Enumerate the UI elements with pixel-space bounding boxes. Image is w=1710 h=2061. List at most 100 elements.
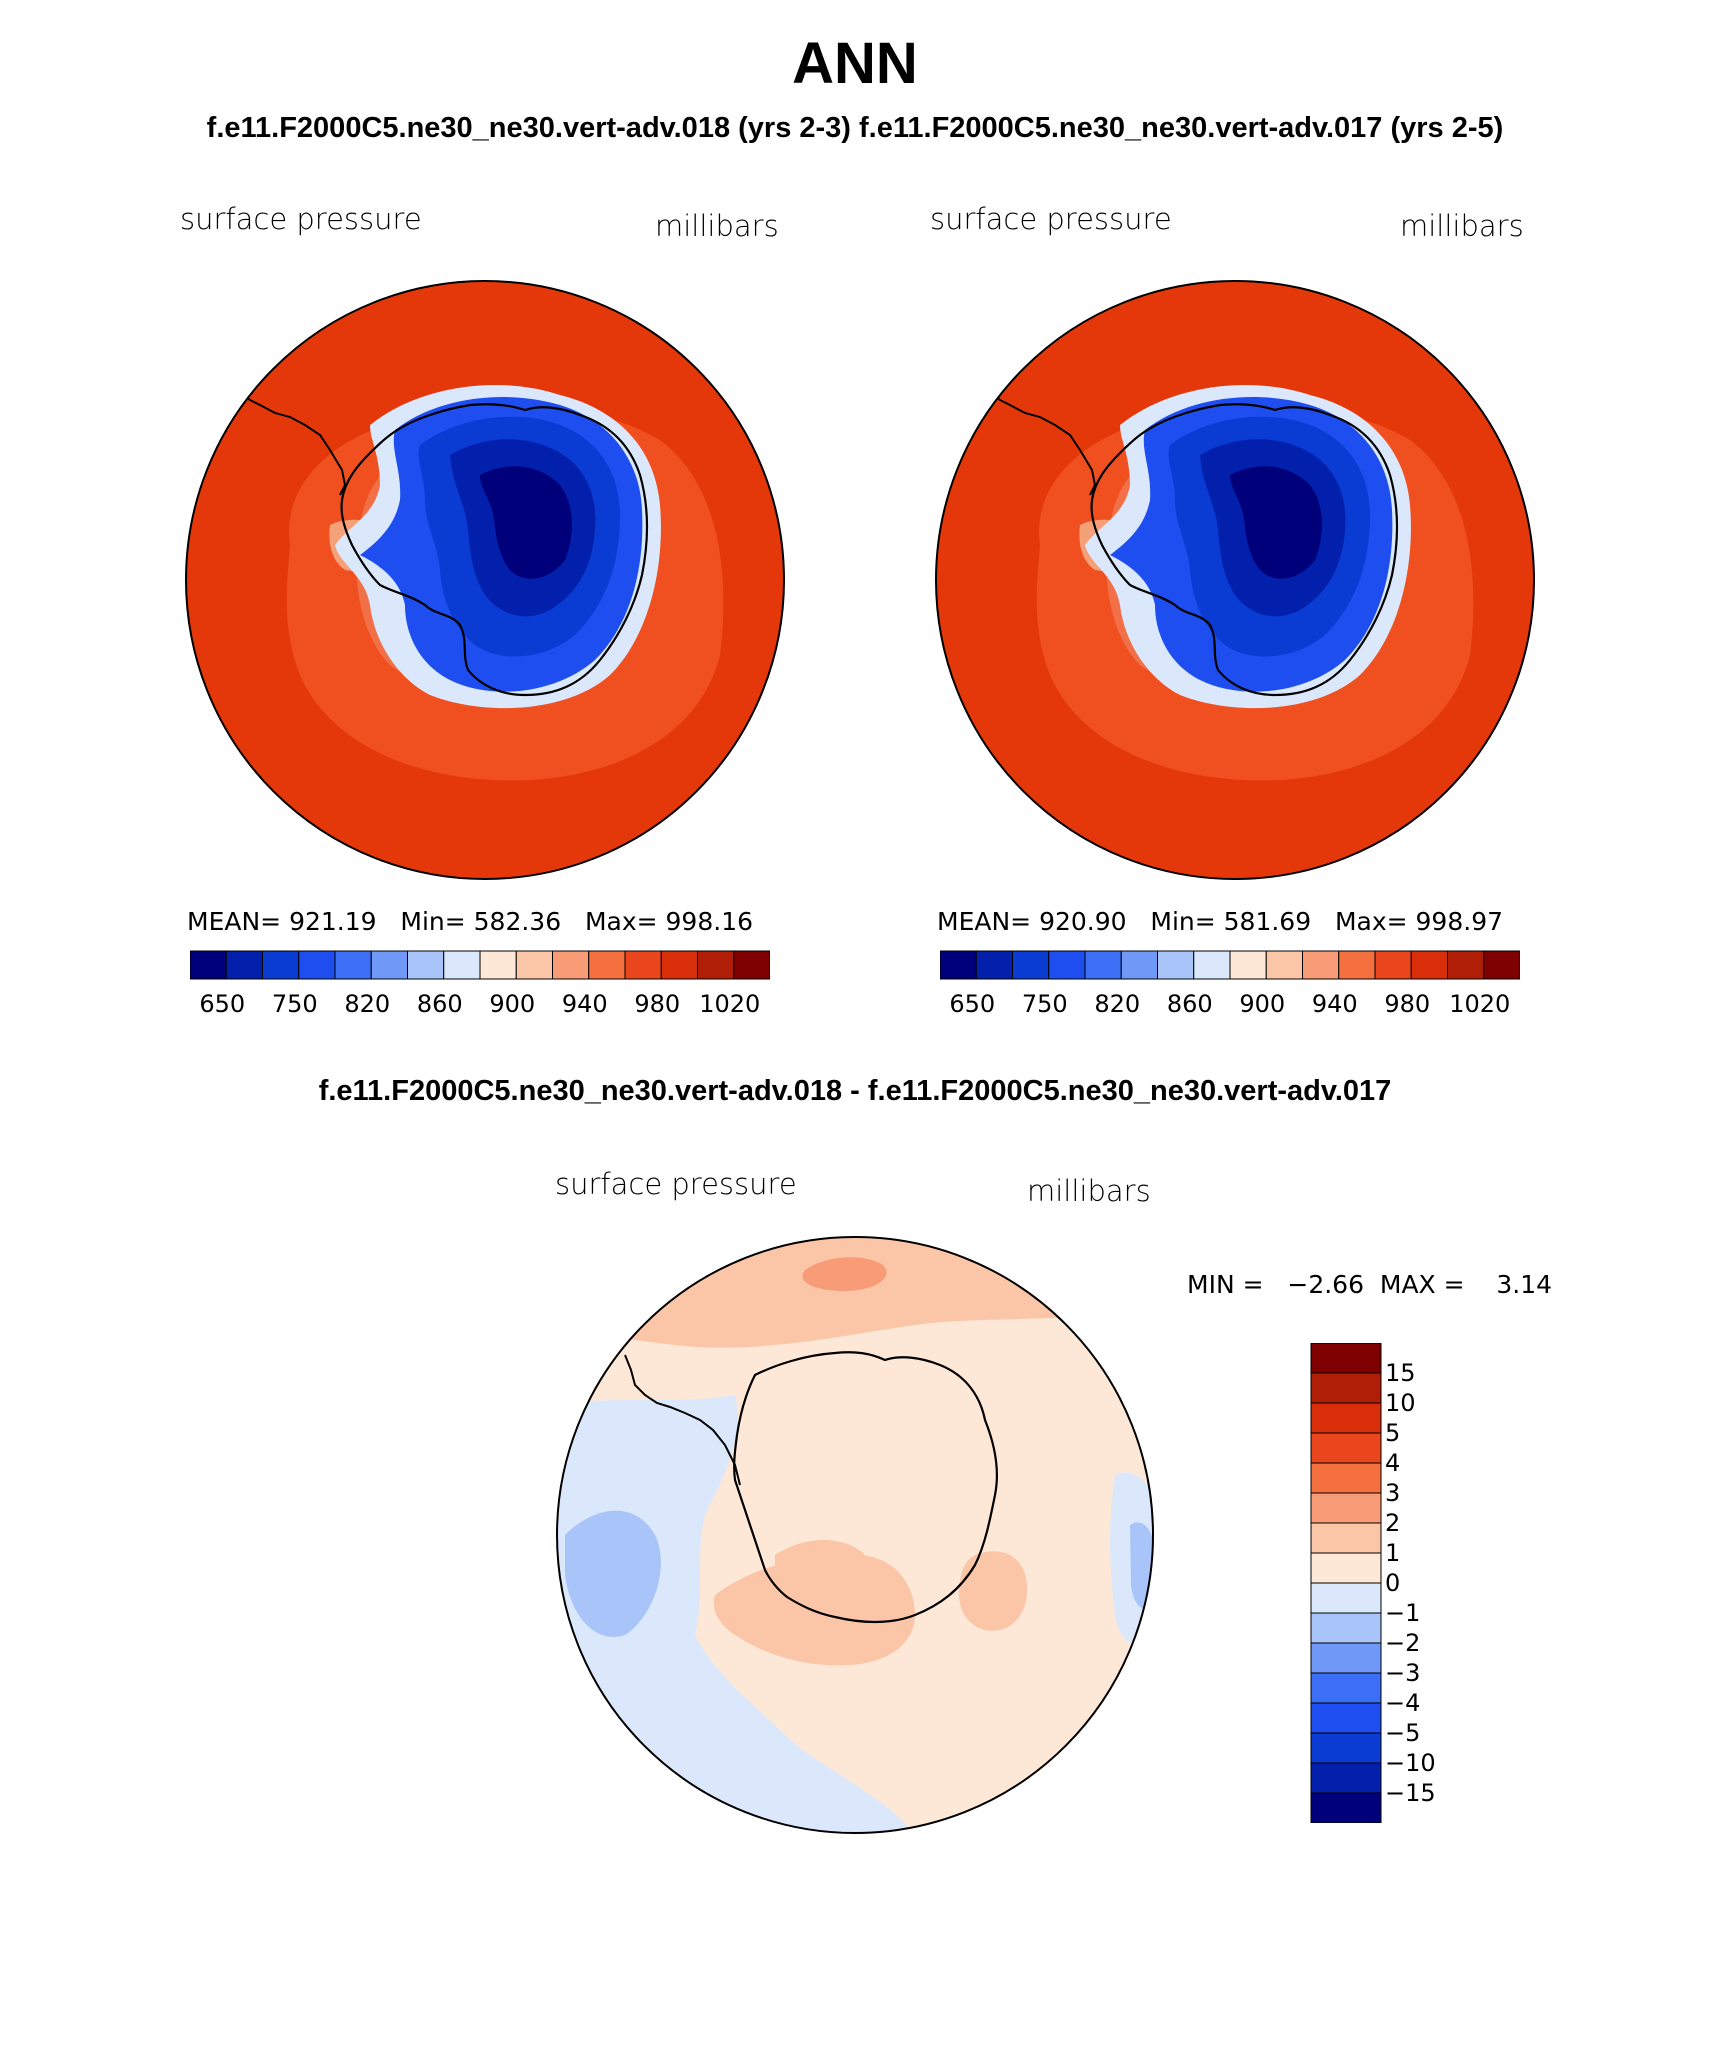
panel2-polar-map (935, 280, 1535, 880)
colorbar-tick-label: −2 (1385, 1629, 1421, 1657)
colorbar-swatch (588, 950, 626, 980)
colorbar-swatch (1310, 1492, 1382, 1524)
colorbar-swatch (479, 950, 517, 980)
colorbar-swatch (1447, 950, 1485, 980)
colorbar-swatch (1310, 1402, 1382, 1434)
colorbar-swatch (1310, 1552, 1382, 1584)
colorbar-tick-label: 900 (1239, 990, 1286, 1018)
colorbar-tick-label: 900 (489, 990, 536, 1018)
colorbar-swatch (1310, 1702, 1382, 1734)
colorbar-tick-label: 820 (1094, 990, 1141, 1018)
colorbar-swatch (552, 950, 590, 980)
colorbar-tick-label: 650 (949, 990, 996, 1018)
colorbar-swatch (334, 950, 372, 980)
colorbar-swatch (225, 950, 263, 980)
diff-units-label: millibars (1027, 1174, 1151, 1208)
colorbar-swatch (1310, 1522, 1382, 1554)
colorbar-swatch (975, 950, 1013, 980)
colorbar-swatch (262, 950, 300, 980)
colorbar-swatch (697, 950, 735, 980)
colorbar-tick-label: 1 (1385, 1539, 1401, 1567)
colorbar-swatch (1310, 1462, 1382, 1494)
colorbar-swatch (940, 950, 977, 980)
colorbar-swatch (515, 950, 553, 980)
colorbar-swatch (1310, 1642, 1382, 1674)
page-title: ANN (792, 31, 918, 96)
colorbar-swatch (1374, 950, 1412, 980)
panel1-polar-map (185, 280, 785, 880)
colorbar-tick-label: 980 (634, 990, 681, 1018)
panel1-colorbar-labels: 650 750 820 860 900 940 980 1020 (0, 990, 1710, 1020)
colorbar-swatch (1310, 1672, 1382, 1704)
colorbar-swatch (1310, 1582, 1382, 1614)
colorbar-tick-label: 2 (1385, 1509, 1401, 1537)
colorbar-tick-label: 15 (1385, 1359, 1416, 1387)
colorbar-swatch (1310, 1762, 1382, 1794)
panel2-colorbar (940, 950, 1520, 980)
colorbar-tick-label: 650 (199, 990, 246, 1018)
colorbar-tick-label: −10 (1385, 1749, 1436, 1777)
colorbar-tick-label: −1 (1385, 1599, 1421, 1627)
colorbar-tick-label: 1020 (699, 990, 761, 1018)
colorbar-swatch (1338, 950, 1376, 980)
colorbar-swatch (624, 950, 662, 980)
diff-variable-label: surface pressure (555, 1167, 797, 1201)
colorbar-swatch (1084, 950, 1122, 980)
colorbar-tick-label: 0 (1385, 1569, 1401, 1597)
panel2-stats: MEAN= 920.90 Min= 581.69 Max= 998.97 (937, 907, 1504, 936)
colorbar-tick-label: −4 (1385, 1689, 1421, 1717)
colorbar-swatch (1310, 1792, 1382, 1823)
colorbar-swatch (1310, 1372, 1382, 1404)
colorbar-tick-label: 940 (561, 990, 608, 1018)
colorbar-tick-label: 5 (1385, 1419, 1401, 1447)
colorbar-swatch (1410, 950, 1448, 980)
colorbar-swatch (1120, 950, 1158, 980)
colorbar-tick-label: 820 (344, 990, 391, 1018)
colorbar-swatch (1483, 950, 1520, 980)
colorbar-swatch (443, 950, 481, 980)
colorbar-tick-label: 1020 (1449, 990, 1511, 1018)
colorbar-tick-label: −5 (1385, 1719, 1421, 1747)
colorbar-swatch (407, 950, 445, 980)
colorbar-tick-label: 750 (1021, 990, 1068, 1018)
colorbar-swatch (1310, 1343, 1382, 1374)
panel1-units-label: millibars (655, 209, 779, 243)
panel2-colorbar-labels: 650 750 820 860 900 940 980 1020 (0, 990, 1710, 1020)
diff-minmax: MIN = −2.66 MAX = 3.14 (1187, 1270, 1553, 1299)
colorbar-swatch (1310, 1732, 1382, 1764)
difference-title: f.e11.F2000C5.ne30_ne30.vert-adv.018 - f… (318, 1075, 1392, 1107)
colorbar-tick-label: −15 (1385, 1779, 1436, 1807)
colorbar-tick-label: 750 (271, 990, 318, 1018)
colorbar-swatch (733, 950, 770, 980)
diff-colorbar-labels: 15 10 5 4 3 2 1 0 −1 −2 −3 −4 −5 −10 −15 (1385, 1343, 1505, 1823)
colorbar-swatch (1193, 950, 1231, 980)
diff-colorbar (1310, 1343, 1382, 1823)
colorbar-tick-label: 860 (1166, 990, 1213, 1018)
colorbar-tick-label: 10 (1385, 1389, 1416, 1417)
colorbar-swatch (1310, 1432, 1382, 1464)
panel2-units-label: millibars (1400, 209, 1524, 243)
colorbar-swatch (1310, 1612, 1382, 1644)
colorbar-swatch (660, 950, 698, 980)
diff-polar-map (556, 1236, 1154, 1834)
panel1-stats: MEAN= 921.19 Min= 582.36 Max= 998.16 (187, 907, 754, 936)
colorbar-swatch (190, 950, 227, 980)
colorbar-tick-label: 4 (1385, 1449, 1401, 1477)
panel1-colorbar (190, 950, 770, 980)
colorbar-swatch (1265, 950, 1303, 980)
colorbar-tick-label: −3 (1385, 1659, 1421, 1687)
colorbar-tick-label: 980 (1384, 990, 1431, 1018)
panel1-variable-label: surface pressure (180, 202, 422, 236)
colorbar-tick-label: 3 (1385, 1479, 1401, 1507)
comparison-subtitle: f.e11.F2000C5.ne30_ne30.vert-adv.018 (yr… (206, 112, 1504, 144)
colorbar-swatch (1302, 950, 1340, 980)
colorbar-swatch (1157, 950, 1195, 980)
colorbar-swatch (298, 950, 336, 980)
panel2-variable-label: surface pressure (930, 202, 1172, 236)
colorbar-swatch (1229, 950, 1267, 980)
colorbar-swatch (1012, 950, 1050, 980)
colorbar-swatch (370, 950, 408, 980)
colorbar-swatch (1048, 950, 1086, 980)
colorbar-tick-label: 940 (1311, 990, 1358, 1018)
colorbar-tick-label: 860 (416, 990, 463, 1018)
